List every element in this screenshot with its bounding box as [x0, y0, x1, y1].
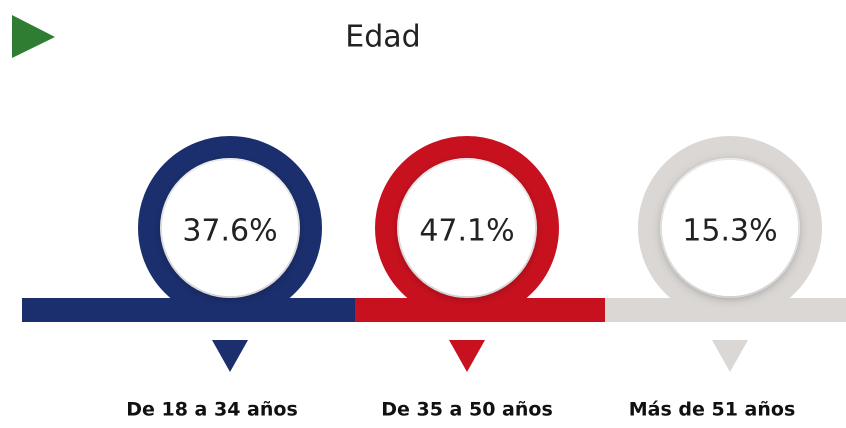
ring: [375, 136, 559, 320]
play-icon: [12, 15, 55, 58]
category-label: Más de 51 años: [629, 399, 796, 421]
value-label: 15.3%: [682, 214, 777, 249]
value-label: 37.6%: [182, 214, 277, 249]
value-label: 47.1%: [419, 214, 514, 249]
pointer: [712, 340, 748, 372]
ring: [638, 136, 822, 320]
ring-inner: [162, 160, 298, 296]
chart-title: Edad: [345, 20, 420, 55]
ring-inner: [662, 160, 798, 296]
ring-inner: [399, 160, 535, 296]
pointer: [449, 340, 485, 372]
category-label: De 35 a 50 años: [381, 399, 553, 421]
pointer: [212, 340, 248, 372]
ring: [138, 136, 322, 320]
category-label: De 18 a 34 años: [126, 399, 298, 421]
